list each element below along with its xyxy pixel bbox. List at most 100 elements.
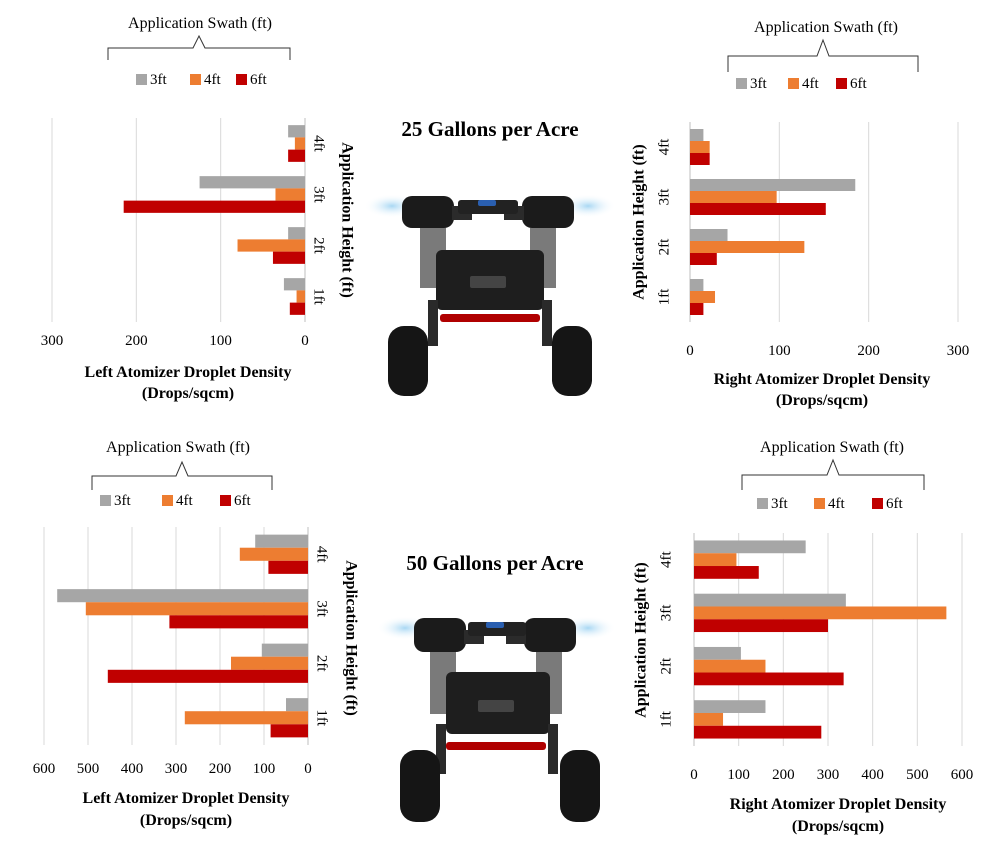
x-tick-label: 400 (861, 767, 884, 783)
x-tick-label: 200 (857, 343, 880, 359)
bar-4ft-3ft (85, 602, 308, 616)
bar-3ft-1ft (286, 698, 308, 712)
bar-6ft-2ft (694, 672, 844, 686)
chart-panel-4: 0 100 200 300 400 500 600 4ft 3ft 2ft 1ft Right Ato… (633, 439, 974, 835)
bar-3ft-3ft (199, 176, 305, 189)
legend-swatch-3ft (100, 495, 111, 506)
legend-swatch-6ft (836, 78, 847, 89)
x-axis-unit: (Drops/sqcm) (142, 385, 234, 402)
bar-4ft-1ft (296, 290, 305, 303)
chart-panel-2: 0 100 200 300 4ft 3ft 2ft 1ft Right Atomizer Dro… (631, 19, 970, 409)
bar-4ft-4ft (294, 137, 305, 150)
bar-6ft-1ft (690, 303, 704, 315)
x-tick-label: 300 (947, 343, 970, 359)
chart-panel-1: 300 200 100 0 4ft 3ft 2ft 1ft Left Atomizer Drop… (41, 15, 356, 402)
bar-4ft-4ft (694, 553, 737, 567)
sprayer-robot-icon (377, 616, 616, 822)
legend-label-4ft: 4ft (828, 496, 845, 512)
bar-6ft-4ft (690, 153, 710, 165)
bar-4ft-3ft (275, 188, 305, 201)
y-category-label: 2ft (656, 238, 672, 255)
bar-6ft-3ft (694, 619, 828, 633)
legend-title: Application Swath (ft) (128, 15, 272, 32)
legend-label-6ft: 6ft (250, 72, 267, 88)
title-25gpa: 25 Gallons per Acre (401, 117, 578, 141)
bar-3ft-4ft (694, 540, 806, 554)
x-tick-label: 100 (727, 767, 750, 783)
bar-6ft-3ft (123, 200, 305, 213)
bar-6ft-4ft (288, 149, 305, 162)
bar-6ft-4ft (694, 566, 759, 579)
x-tick-label: 200 (125, 333, 148, 349)
y-axis-title: Application Height (ft) (338, 142, 355, 298)
bar-6ft-1ft (694, 725, 822, 739)
x-tick-label: 400 (121, 761, 144, 777)
x-tick-label: 500 (906, 767, 929, 783)
legend-title: Application Swath (ft) (754, 19, 898, 36)
x-axis-title: Left Atomizer Droplet Density (83, 790, 290, 807)
x-tick-label: 100 (253, 761, 276, 777)
x-tick-label: 100 (209, 333, 232, 349)
bar-4ft-1ft (694, 712, 724, 726)
legend-bracket (91, 460, 273, 490)
legend-swatch-6ft (236, 74, 247, 85)
bar-3ft-3ft (57, 589, 309, 603)
x-tick-label: 0 (686, 343, 694, 359)
bar-4ft-3ft (694, 606, 947, 620)
legend-swatch-4ft (190, 74, 201, 85)
legend-swatch-3ft (736, 78, 747, 89)
legend-swatch-4ft (814, 498, 825, 509)
legend-swatch-4ft (162, 495, 173, 506)
charts-layer: 300 200 100 0 4ft 3ft 2ft 1ft Left Atomizer Drop… (33, 15, 974, 835)
bar-4ft-1ft (690, 291, 716, 303)
legend-label-6ft: 6ft (886, 496, 903, 512)
y-category-label: 4ft (311, 135, 327, 152)
legend-label-3ft: 3ft (114, 493, 131, 509)
x-tick-label: 300 (165, 761, 188, 777)
legend-label-6ft: 6ft (850, 76, 867, 92)
bar-3ft-2ft (690, 229, 728, 241)
y-category-label: 1ft (656, 288, 672, 305)
bar-4ft-2ft (237, 239, 305, 252)
bar-3ft-1ft (690, 279, 704, 291)
legend-label-3ft: 3ft (750, 76, 767, 92)
bar-3ft-4ft (255, 534, 308, 548)
legend-label-4ft: 4ft (176, 493, 193, 509)
bar-3ft-2ft (261, 643, 308, 657)
legend-label-6ft: 6ft (234, 493, 251, 509)
y-category-label: 4ft (658, 550, 674, 567)
bar-4ft-2ft (690, 241, 805, 253)
y-category-label: 2ft (311, 237, 327, 254)
y-category-label: 1ft (658, 710, 674, 727)
title-50gpa: 50 Gallons per Acre (406, 551, 583, 575)
bar-3ft-4ft (288, 125, 305, 138)
x-tick-label: 300 (41, 333, 64, 349)
legend-bracket (727, 38, 919, 72)
bar-6ft-4ft (268, 560, 308, 574)
x-tick-label: 0 (301, 333, 309, 349)
legend-label-4ft: 4ft (802, 76, 819, 92)
bar-4ft-2ft (231, 656, 308, 670)
y-category-label: 1ft (314, 709, 330, 726)
bar-3ft-1ft (283, 278, 305, 291)
y-axis-title: Application Height (ft) (342, 560, 359, 716)
bar-6ft-1ft (289, 302, 305, 315)
bar-4ft-1ft (184, 711, 308, 725)
legend-label-3ft: 3ft (771, 496, 788, 512)
x-tick-label: 300 (817, 767, 840, 783)
bar-4ft-4ft (690, 141, 710, 153)
legend-bracket (741, 458, 925, 490)
bar-6ft-2ft (272, 251, 305, 264)
y-category-label: 3ft (656, 188, 672, 205)
x-tick-label: 200 (209, 761, 232, 777)
chart-panel-3: 600 500 400 300 200 100 0 4ft 3ft 2ft 1ft Left Atom… (33, 439, 360, 829)
bar-3ft-1ft (694, 700, 766, 713)
y-axis-title: Application Height (ft) (633, 562, 650, 718)
y-category-label: 3ft (311, 186, 327, 203)
y-category-label: 4ft (656, 138, 672, 155)
legend-swatch-3ft (136, 74, 147, 85)
x-tick-label: 200 (772, 767, 795, 783)
bar-3ft-2ft (288, 227, 305, 240)
legend-swatch-3ft (757, 498, 768, 509)
